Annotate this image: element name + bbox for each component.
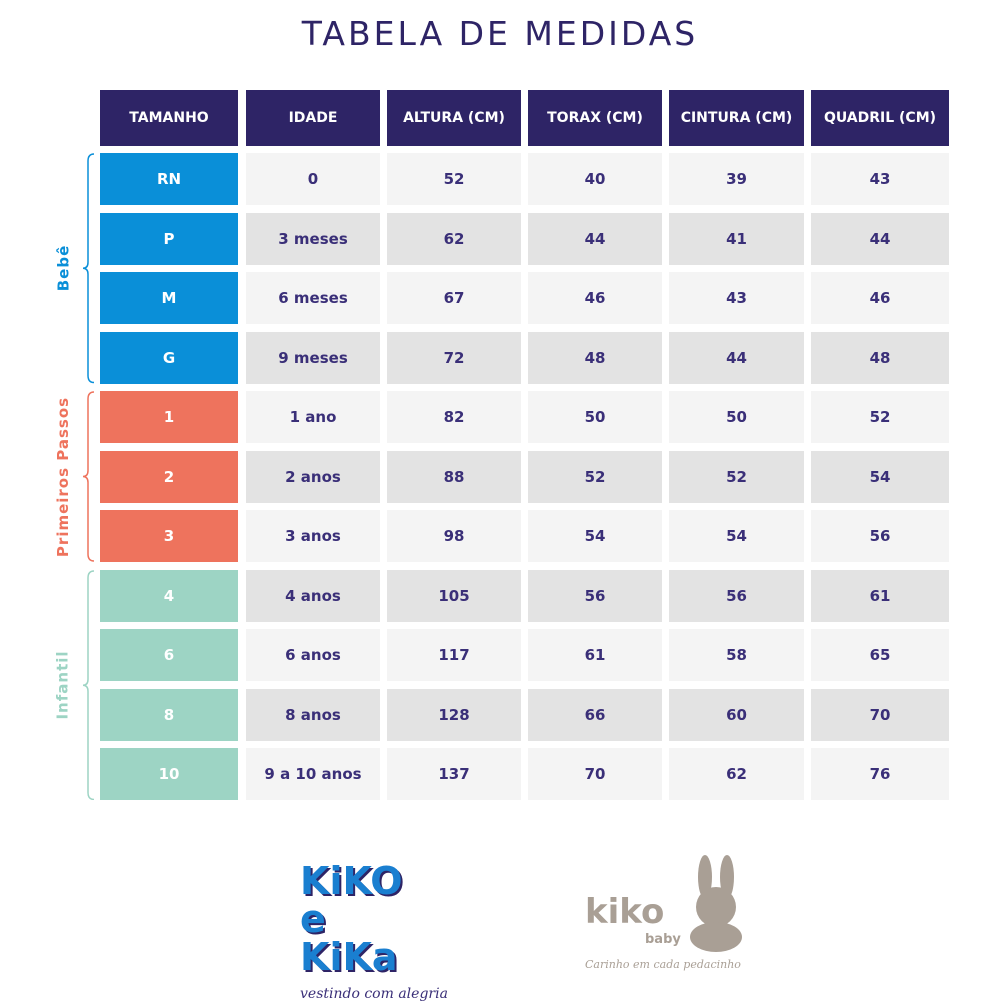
column-header: IDADE (246, 90, 380, 146)
brace-icon (82, 569, 95, 800)
value-cell: 9 meses (246, 331, 380, 384)
value-cell: 76 (811, 748, 949, 800)
size-cell: 2 (100, 450, 238, 503)
logo-tagline: Carinho em cada pedacinho (585, 958, 741, 971)
brace-icon (82, 153, 95, 384)
value-cell: 44 (528, 212, 662, 265)
group-label-text: Infantil (54, 650, 73, 720)
value-cell: 43 (811, 153, 949, 205)
value-cell: 62 (387, 212, 521, 265)
kiko-e-kika-logo: KiKO e KiKa vestindo com alegria (300, 859, 470, 1002)
value-cell: 88 (387, 450, 521, 503)
value-cell: 58 (669, 629, 804, 681)
size-cell: 10 (100, 748, 238, 800)
size-cell: 3 (100, 510, 238, 562)
value-cell: 56 (528, 569, 662, 622)
value-cell: 54 (811, 450, 949, 503)
value-cell: 52 (387, 153, 521, 205)
logo-text: KiKO e KiKa (300, 859, 403, 979)
value-cell: 52 (669, 450, 804, 503)
value-cell: 3 meses (246, 212, 380, 265)
value-cell: 2 anos (246, 450, 380, 503)
value-cell: 50 (669, 391, 804, 443)
value-cell: 62 (669, 748, 804, 800)
value-cell: 128 (387, 688, 521, 741)
bunny-icon (690, 855, 742, 952)
value-cell: 66 (528, 688, 662, 741)
value-cell: 105 (387, 569, 521, 622)
value-cell: 52 (811, 391, 949, 443)
value-cell: 48 (528, 331, 662, 384)
value-cell: 46 (528, 272, 662, 324)
page-title: TABELA DE MEDIDAS (301, 14, 699, 53)
value-cell: 137 (387, 748, 521, 800)
value-cell: 70 (528, 748, 662, 800)
logo-sub: baby (645, 932, 681, 947)
value-cell: 6 meses (246, 272, 380, 324)
logo-text: kiko (585, 892, 665, 932)
size-cell: 6 (100, 629, 238, 681)
logo-tagline: vestindo com alegria (300, 986, 448, 1002)
value-cell: 65 (811, 629, 949, 681)
group-label: Primeiros Passos (48, 391, 78, 562)
value-cell: 9 a 10 anos (246, 748, 380, 800)
value-cell: 44 (669, 331, 804, 384)
value-cell: 56 (669, 569, 804, 622)
value-cell: 44 (811, 212, 949, 265)
value-cell: 40 (528, 153, 662, 205)
column-header: ALTURA (CM) (387, 90, 521, 146)
value-cell: 48 (811, 331, 949, 384)
value-cell: 50 (528, 391, 662, 443)
column-header: TORAX (CM) (528, 90, 662, 146)
value-cell: 61 (528, 629, 662, 681)
value-cell: 6 anos (246, 629, 380, 681)
group-label: Infantil (48, 570, 78, 801)
value-cell: 43 (669, 272, 804, 324)
size-cell: G (100, 331, 238, 384)
value-cell: 46 (811, 272, 949, 324)
value-cell: 67 (387, 272, 521, 324)
group-label-text: Bebê (54, 244, 72, 292)
value-cell: 0 (246, 153, 380, 205)
group-label-text: Primeiros Passos (54, 396, 73, 557)
size-cell: 8 (100, 688, 238, 741)
size-cell: 1 (100, 391, 238, 443)
value-cell: 117 (387, 629, 521, 681)
column-header: QUADRIL (CM) (811, 90, 949, 146)
value-cell: 54 (669, 510, 804, 562)
value-cell: 52 (528, 450, 662, 503)
size-cell: 4 (100, 569, 238, 622)
value-cell: 8 anos (246, 688, 380, 741)
brace-icon (82, 391, 95, 562)
value-cell: 98 (387, 510, 521, 562)
group-label: Bebê (48, 153, 78, 384)
size-cell: RN (100, 153, 238, 205)
value-cell: 61 (811, 569, 949, 622)
value-cell: 56 (811, 510, 949, 562)
size-cell: P (100, 212, 238, 265)
value-cell: 70 (811, 688, 949, 741)
column-header: CINTURA (CM) (669, 90, 804, 146)
value-cell: 60 (669, 688, 804, 741)
value-cell: 3 anos (246, 510, 380, 562)
value-cell: 39 (669, 153, 804, 205)
size-cell: M (100, 272, 238, 324)
value-cell: 54 (528, 510, 662, 562)
kiko-baby-logo: kiko baby Carinho em cada pedacinho (585, 852, 765, 982)
value-cell: 1 ano (246, 391, 380, 443)
value-cell: 41 (669, 212, 804, 265)
value-cell: 82 (387, 391, 521, 443)
column-header: TAMANHO (100, 90, 238, 146)
value-cell: 4 anos (246, 569, 380, 622)
value-cell: 72 (387, 331, 521, 384)
